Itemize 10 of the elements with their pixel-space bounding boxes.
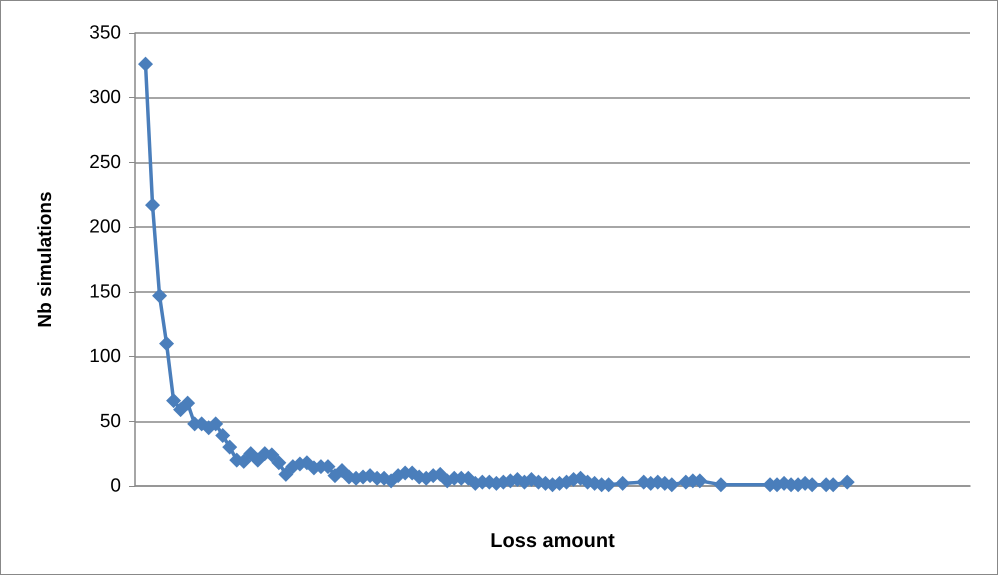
x-axis-title: Loss amount bbox=[490, 530, 616, 552]
y-tick-label: 350 bbox=[89, 22, 121, 44]
y-axis-title: Nb simulations bbox=[35, 191, 56, 328]
y-tick-label: 300 bbox=[89, 87, 121, 108]
y-tick-label: 50 bbox=[100, 410, 121, 432]
y-tick-label: 200 bbox=[89, 216, 121, 238]
y-tick-label: 150 bbox=[89, 281, 121, 302]
y-tick-label: 100 bbox=[89, 346, 121, 368]
y-tick-label: 0 bbox=[110, 476, 121, 496]
y-tick-label: 250 bbox=[89, 152, 121, 173]
